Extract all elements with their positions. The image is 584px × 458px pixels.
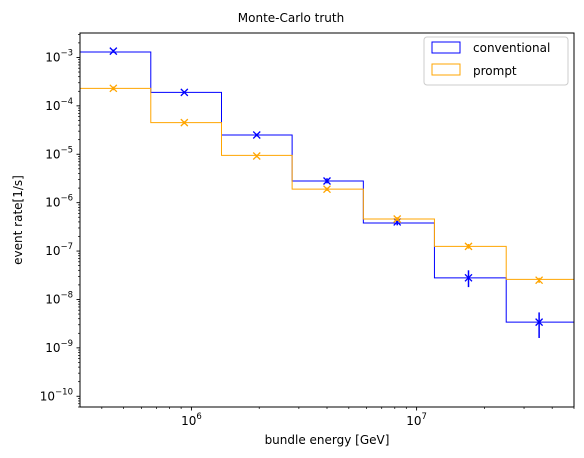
data-point-conventional-6 xyxy=(535,312,544,338)
x-tick-label: 107 xyxy=(406,412,427,428)
data-point-prompt-2 xyxy=(252,152,261,160)
y-tick-label: 10−10 xyxy=(40,387,73,403)
legend-swatch-prompt xyxy=(431,63,461,76)
data-point-prompt-6 xyxy=(535,276,544,285)
marker-x xyxy=(464,273,473,282)
x-tick-label: 106 xyxy=(181,412,202,428)
legend-swatch-conventional xyxy=(431,41,461,54)
marker-x xyxy=(109,47,118,56)
y-tick-label: 10−4 xyxy=(45,97,73,113)
marker-x xyxy=(323,185,331,194)
y-axis-label: event rate[1/s] xyxy=(11,175,25,265)
x-axis-label: bundle energy [GeV] xyxy=(265,433,390,447)
marker-x xyxy=(109,84,118,93)
data-point-conventional-1 xyxy=(180,88,189,97)
legend: conventional prompt xyxy=(423,36,569,86)
plot-area xyxy=(80,47,574,338)
x-axis: 106 107 xyxy=(101,407,575,428)
marker-x xyxy=(535,318,544,327)
data-point-prompt-5 xyxy=(464,242,473,251)
y-tick-label: 10−8 xyxy=(45,290,73,306)
series-line-prompt xyxy=(80,87,574,280)
y-tick-label: 10−7 xyxy=(45,242,73,258)
marker-x xyxy=(180,88,189,97)
marker-x xyxy=(180,118,189,127)
data-point-prompt-3 xyxy=(323,185,331,194)
data-point-conventional-0 xyxy=(109,47,118,56)
y-tick-label: 10−5 xyxy=(45,145,73,161)
series-line-conventional xyxy=(80,51,574,323)
y-axis: 10−3 10−4 10−5 10−6 10−7 10−8 10−9 10−10 xyxy=(40,34,80,408)
marker-x xyxy=(393,217,402,226)
marker-x xyxy=(464,242,473,251)
data-point-prompt-1 xyxy=(180,118,189,127)
marker-x xyxy=(252,131,261,139)
data-point-conventional-3 xyxy=(323,177,331,185)
plot-frame xyxy=(79,32,575,408)
legend-label-conventional: conventional xyxy=(473,41,550,55)
y-tick-label: 10−9 xyxy=(45,339,73,355)
marker-x xyxy=(535,276,544,285)
y-tick-label: 10−6 xyxy=(45,194,73,210)
legend-label-prompt: prompt xyxy=(473,64,517,78)
chart-title: Monte-Carlo truth xyxy=(238,11,344,25)
data-point-conventional-5 xyxy=(464,270,473,288)
marker-x xyxy=(252,152,261,160)
marker-x xyxy=(323,177,331,185)
data-point-prompt-0 xyxy=(109,84,118,93)
data-point-prompt-4 xyxy=(393,215,402,223)
y-tick-label: 10−3 xyxy=(45,48,73,64)
data-point-conventional-2 xyxy=(252,131,261,139)
marker-x xyxy=(393,215,402,223)
